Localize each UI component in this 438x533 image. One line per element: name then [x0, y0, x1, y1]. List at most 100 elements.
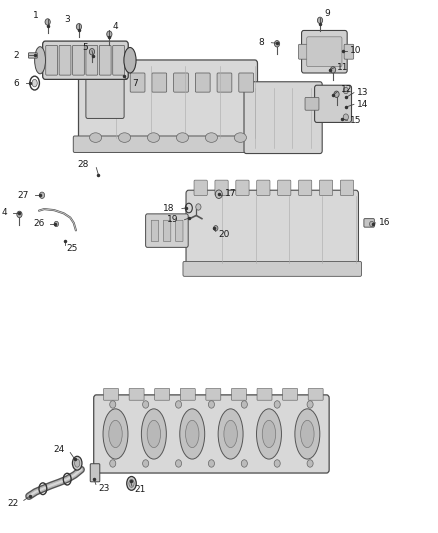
- Text: 15: 15: [350, 116, 362, 125]
- Ellipse shape: [224, 421, 237, 448]
- FancyBboxPatch shape: [308, 389, 323, 400]
- Text: 4: 4: [2, 208, 7, 217]
- FancyBboxPatch shape: [239, 73, 254, 92]
- Text: 16: 16: [379, 219, 391, 228]
- Circle shape: [54, 221, 59, 227]
- Circle shape: [307, 460, 313, 467]
- Circle shape: [241, 460, 247, 467]
- FancyBboxPatch shape: [86, 63, 124, 118]
- Circle shape: [208, 401, 215, 408]
- FancyBboxPatch shape: [109, 73, 123, 92]
- FancyBboxPatch shape: [215, 180, 228, 196]
- Text: 7: 7: [132, 78, 138, 87]
- Ellipse shape: [295, 409, 320, 459]
- Circle shape: [176, 401, 182, 408]
- Circle shape: [343, 87, 349, 94]
- Ellipse shape: [148, 133, 159, 142]
- FancyBboxPatch shape: [194, 180, 207, 196]
- FancyBboxPatch shape: [103, 389, 119, 400]
- FancyBboxPatch shape: [28, 53, 37, 58]
- FancyBboxPatch shape: [94, 395, 329, 473]
- Circle shape: [214, 225, 218, 231]
- Ellipse shape: [103, 409, 128, 459]
- Text: 24: 24: [53, 445, 65, 454]
- Ellipse shape: [124, 47, 136, 73]
- Text: 13: 13: [357, 88, 368, 97]
- Circle shape: [241, 401, 247, 408]
- Circle shape: [343, 114, 349, 120]
- Circle shape: [110, 401, 116, 408]
- FancyBboxPatch shape: [151, 220, 159, 241]
- Text: 8: 8: [259, 38, 265, 47]
- Ellipse shape: [89, 133, 102, 142]
- FancyBboxPatch shape: [278, 180, 291, 196]
- Circle shape: [274, 401, 280, 408]
- FancyBboxPatch shape: [364, 219, 374, 227]
- FancyBboxPatch shape: [78, 60, 258, 143]
- FancyBboxPatch shape: [299, 44, 308, 59]
- FancyBboxPatch shape: [46, 45, 57, 75]
- FancyBboxPatch shape: [340, 180, 353, 196]
- Circle shape: [89, 49, 95, 55]
- FancyBboxPatch shape: [236, 180, 249, 196]
- Text: 1: 1: [33, 11, 39, 20]
- FancyBboxPatch shape: [59, 45, 71, 75]
- Ellipse shape: [109, 421, 122, 448]
- Text: 26: 26: [33, 220, 45, 229]
- FancyBboxPatch shape: [206, 389, 221, 400]
- Ellipse shape: [262, 421, 276, 448]
- Circle shape: [208, 460, 215, 467]
- Circle shape: [330, 67, 336, 73]
- Ellipse shape: [32, 79, 37, 87]
- FancyBboxPatch shape: [344, 44, 354, 59]
- FancyBboxPatch shape: [86, 45, 98, 75]
- FancyBboxPatch shape: [73, 45, 85, 75]
- Text: 20: 20: [219, 230, 230, 239]
- Circle shape: [76, 23, 81, 30]
- FancyBboxPatch shape: [152, 73, 167, 92]
- Ellipse shape: [118, 133, 131, 142]
- FancyBboxPatch shape: [257, 180, 270, 196]
- Ellipse shape: [72, 456, 82, 470]
- FancyBboxPatch shape: [257, 389, 272, 400]
- Text: 23: 23: [99, 483, 110, 492]
- FancyBboxPatch shape: [129, 389, 144, 400]
- FancyBboxPatch shape: [307, 37, 342, 67]
- FancyBboxPatch shape: [163, 220, 171, 241]
- Text: 4: 4: [113, 22, 118, 31]
- FancyBboxPatch shape: [87, 73, 102, 92]
- FancyBboxPatch shape: [90, 464, 100, 482]
- Text: 2: 2: [14, 51, 19, 60]
- FancyBboxPatch shape: [195, 73, 210, 92]
- Ellipse shape: [129, 479, 134, 487]
- FancyBboxPatch shape: [99, 45, 111, 75]
- Ellipse shape: [35, 47, 46, 74]
- Text: 17: 17: [225, 189, 237, 198]
- FancyBboxPatch shape: [299, 180, 312, 196]
- FancyBboxPatch shape: [231, 389, 247, 400]
- Circle shape: [143, 401, 148, 408]
- Circle shape: [334, 91, 339, 98]
- Ellipse shape: [300, 421, 314, 448]
- Circle shape: [45, 19, 50, 25]
- Text: 21: 21: [134, 484, 145, 494]
- Ellipse shape: [218, 409, 243, 459]
- Text: 11: 11: [337, 63, 349, 72]
- FancyBboxPatch shape: [113, 45, 124, 75]
- Ellipse shape: [186, 421, 199, 448]
- Circle shape: [196, 204, 201, 210]
- FancyBboxPatch shape: [176, 220, 183, 241]
- Circle shape: [17, 211, 22, 217]
- Text: 5: 5: [82, 43, 88, 52]
- Circle shape: [370, 221, 374, 227]
- Text: 6: 6: [14, 78, 19, 87]
- Ellipse shape: [74, 459, 80, 467]
- Circle shape: [318, 17, 323, 23]
- FancyBboxPatch shape: [173, 73, 188, 92]
- Circle shape: [39, 192, 45, 198]
- Circle shape: [176, 460, 182, 467]
- Text: 25: 25: [66, 244, 78, 253]
- Text: 9: 9: [325, 10, 330, 19]
- Circle shape: [110, 460, 116, 467]
- Text: 18: 18: [163, 204, 174, 213]
